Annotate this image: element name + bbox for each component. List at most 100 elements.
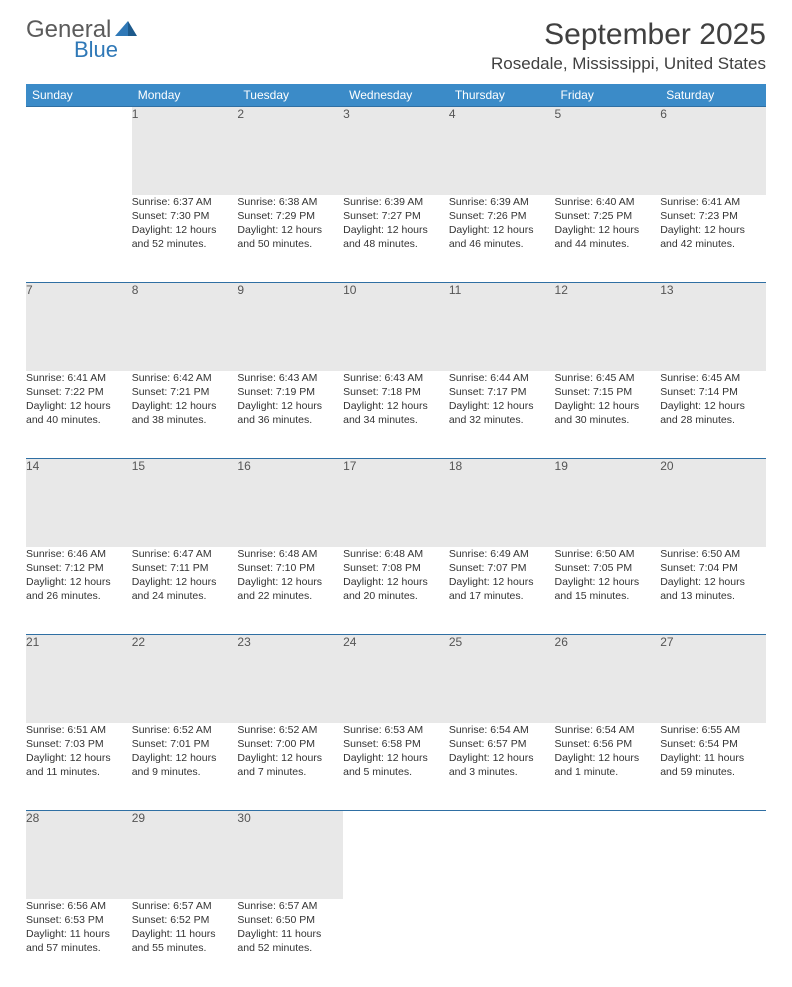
header-row: General Blue September 2025 Rosedale, Mi… [26,18,766,74]
day-number-cell: 9 [237,283,343,371]
sunset-text: Sunset: 7:00 PM [237,737,343,751]
weekday-header: Monday [132,84,238,107]
weekday-header: Saturday [660,84,766,107]
day-detail-cell [343,899,449,987]
daylight2-text: and 48 minutes. [343,237,449,251]
day-detail-cell: Sunrise: 6:53 AMSunset: 6:58 PMDaylight:… [343,723,449,811]
day-detail-cell: Sunrise: 6:48 AMSunset: 7:10 PMDaylight:… [237,547,343,635]
sunset-text: Sunset: 6:58 PM [343,737,449,751]
daylight2-text: and 32 minutes. [449,413,555,427]
day-number-cell: 28 [26,811,132,899]
month-title: September 2025 [491,18,766,52]
daylight2-text: and 52 minutes. [237,941,343,955]
weekday-header-row: Sunday Monday Tuesday Wednesday Thursday… [26,84,766,107]
day-detail-cell: Sunrise: 6:49 AMSunset: 7:07 PMDaylight:… [449,547,555,635]
day-detail-cell: Sunrise: 6:38 AMSunset: 7:29 PMDaylight:… [237,195,343,283]
daylight1-text: Daylight: 12 hours [343,575,449,589]
detail-row: Sunrise: 6:51 AMSunset: 7:03 PMDaylight:… [26,723,766,811]
sunset-text: Sunset: 6:50 PM [237,913,343,927]
sunset-text: Sunset: 7:21 PM [132,385,238,399]
daylight2-text: and 30 minutes. [555,413,661,427]
sunset-text: Sunset: 7:14 PM [660,385,766,399]
daylight1-text: Daylight: 12 hours [449,575,555,589]
daylight2-text: and 36 minutes. [237,413,343,427]
weekday-header: Thursday [449,84,555,107]
sunset-text: Sunset: 7:17 PM [449,385,555,399]
sunset-text: Sunset: 6:53 PM [26,913,132,927]
day-number-cell: 15 [132,459,238,547]
daylight2-text: and 50 minutes. [237,237,343,251]
logo-text-blue: Blue [74,37,118,62]
sunrise-text: Sunrise: 6:53 AM [343,723,449,737]
daylight1-text: Daylight: 12 hours [26,751,132,765]
sunset-text: Sunset: 7:05 PM [555,561,661,575]
day-detail-cell: Sunrise: 6:54 AMSunset: 6:56 PMDaylight:… [555,723,661,811]
daylight2-text: and 38 minutes. [132,413,238,427]
day-detail-cell: Sunrise: 6:47 AMSunset: 7:11 PMDaylight:… [132,547,238,635]
weekday-header: Friday [555,84,661,107]
daylight1-text: Daylight: 12 hours [660,575,766,589]
sunset-text: Sunset: 7:07 PM [449,561,555,575]
sunrise-text: Sunrise: 6:52 AM [237,723,343,737]
weekday-header: Wednesday [343,84,449,107]
sunrise-text: Sunrise: 6:43 AM [343,371,449,385]
daylight1-text: Daylight: 12 hours [660,223,766,237]
daynum-row: 282930 [26,811,766,899]
sunrise-text: Sunrise: 6:43 AM [237,371,343,385]
sunset-text: Sunset: 7:23 PM [660,209,766,223]
day-number-cell: 20 [660,459,766,547]
day-number-cell: 4 [449,107,555,195]
day-number-cell: 29 [132,811,238,899]
day-detail-cell: Sunrise: 6:46 AMSunset: 7:12 PMDaylight:… [26,547,132,635]
day-number-cell: 2 [237,107,343,195]
daylight1-text: Daylight: 12 hours [343,399,449,413]
day-detail-cell: Sunrise: 6:41 AMSunset: 7:22 PMDaylight:… [26,371,132,459]
daylight1-text: Daylight: 12 hours [237,399,343,413]
daylight1-text: Daylight: 12 hours [449,399,555,413]
day-number-cell: 27 [660,635,766,723]
sunset-text: Sunset: 7:15 PM [555,385,661,399]
weekday-header: Tuesday [237,84,343,107]
sunset-text: Sunset: 7:01 PM [132,737,238,751]
sunrise-text: Sunrise: 6:46 AM [26,547,132,561]
daylight1-text: Daylight: 12 hours [660,399,766,413]
daylight2-text: and 5 minutes. [343,765,449,779]
day-number-cell [449,811,555,899]
title-block: September 2025 Rosedale, Mississippi, Un… [491,18,766,74]
daylight1-text: Daylight: 11 hours [660,751,766,765]
day-number-cell: 5 [555,107,661,195]
day-number-cell: 16 [237,459,343,547]
daylight1-text: Daylight: 12 hours [449,223,555,237]
sunrise-text: Sunrise: 6:55 AM [660,723,766,737]
sunrise-text: Sunrise: 6:41 AM [660,195,766,209]
sunrise-text: Sunrise: 6:42 AM [132,371,238,385]
day-number-cell: 10 [343,283,449,371]
daylight2-text: and 34 minutes. [343,413,449,427]
daylight2-text: and 7 minutes. [237,765,343,779]
sunset-text: Sunset: 6:52 PM [132,913,238,927]
day-detail-cell: Sunrise: 6:57 AMSunset: 6:52 PMDaylight:… [132,899,238,987]
day-detail-cell: Sunrise: 6:45 AMSunset: 7:15 PMDaylight:… [555,371,661,459]
daylight1-text: Daylight: 11 hours [237,927,343,941]
daylight2-text: and 1 minute. [555,765,661,779]
day-detail-cell: Sunrise: 6:41 AMSunset: 7:23 PMDaylight:… [660,195,766,283]
sunrise-text: Sunrise: 6:54 AM [449,723,555,737]
day-number-cell: 14 [26,459,132,547]
daylight1-text: Daylight: 12 hours [132,575,238,589]
daylight1-text: Daylight: 12 hours [237,575,343,589]
sunrise-text: Sunrise: 6:54 AM [555,723,661,737]
daylight2-text: and 44 minutes. [555,237,661,251]
detail-row: Sunrise: 6:56 AMSunset: 6:53 PMDaylight:… [26,899,766,987]
daynum-row: 21222324252627 [26,635,766,723]
day-detail-cell: Sunrise: 6:43 AMSunset: 7:18 PMDaylight:… [343,371,449,459]
daynum-row: 78910111213 [26,283,766,371]
day-detail-cell [26,195,132,283]
logo: General Blue [26,18,137,42]
day-detail-cell: Sunrise: 6:39 AMSunset: 7:26 PMDaylight:… [449,195,555,283]
daylight1-text: Daylight: 12 hours [449,751,555,765]
daylight2-text: and 11 minutes. [26,765,132,779]
detail-row: Sunrise: 6:46 AMSunset: 7:12 PMDaylight:… [26,547,766,635]
daylight1-text: Daylight: 12 hours [343,751,449,765]
day-detail-cell: Sunrise: 6:43 AMSunset: 7:19 PMDaylight:… [237,371,343,459]
day-detail-cell [555,899,661,987]
